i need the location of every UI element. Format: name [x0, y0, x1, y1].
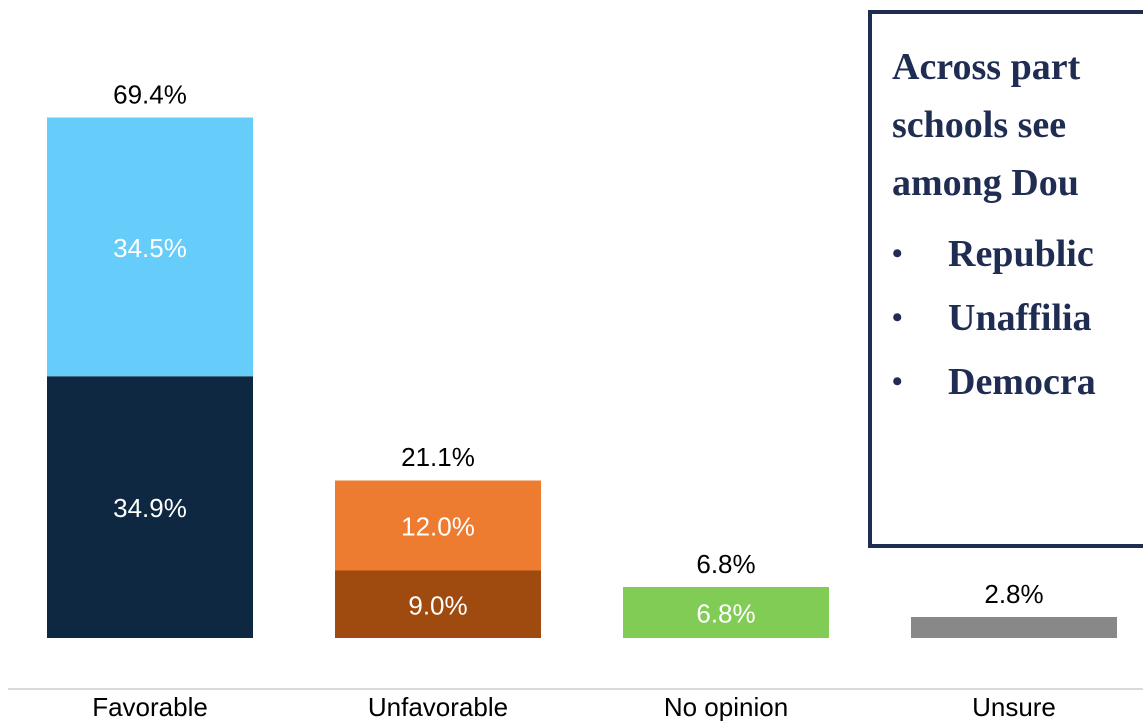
category-label: Unfavorable	[368, 692, 508, 721]
category-label: No opinion	[664, 692, 788, 721]
callout-list-item: • Republic	[892, 222, 1143, 286]
segment-label: 9.0%	[408, 590, 467, 620]
total-label: 69.4%	[113, 80, 187, 110]
segment-label: 6.8%	[696, 599, 755, 629]
bar-segment	[335, 480, 541, 571]
callout-box: Across part schools see among Dou • Repu…	[868, 10, 1143, 548]
segment-label: 34.9%	[113, 493, 187, 523]
category-label: Favorable	[92, 692, 208, 721]
bar-segment	[335, 570, 541, 638]
bullet-icon: •	[892, 237, 903, 270]
callout-item-label: Unaffilia	[948, 297, 1092, 339]
bullet-icon: •	[892, 365, 903, 398]
callout-list-item: • Unaffilia	[892, 286, 1143, 350]
callout-heading: Across part schools see among Dou	[892, 38, 1143, 212]
segment-label: 34.5%	[113, 233, 187, 263]
callout-heading-line: schools see	[892, 104, 1067, 146]
callout-item-label: Democra	[948, 361, 1096, 403]
category-label: Unsure	[972, 692, 1056, 721]
total-label: 2.8%	[984, 579, 1043, 609]
callout-item-label: Republic	[948, 233, 1094, 275]
callout-list: • Republic • Unaffilia • Democra	[892, 222, 1143, 414]
segment-label: 12.0%	[401, 512, 475, 542]
bar-segment	[47, 376, 253, 638]
bar-segment	[623, 587, 829, 638]
bar-segment	[911, 617, 1117, 638]
bar-segment	[47, 117, 253, 377]
callout-list-item: • Democra	[892, 350, 1143, 414]
callout-heading-line: among Dou	[892, 162, 1079, 204]
total-label: 6.8%	[696, 549, 755, 579]
callout-heading-line: Across part	[892, 46, 1081, 88]
total-label: 21.1%	[401, 442, 475, 472]
bullet-icon: •	[892, 301, 903, 334]
